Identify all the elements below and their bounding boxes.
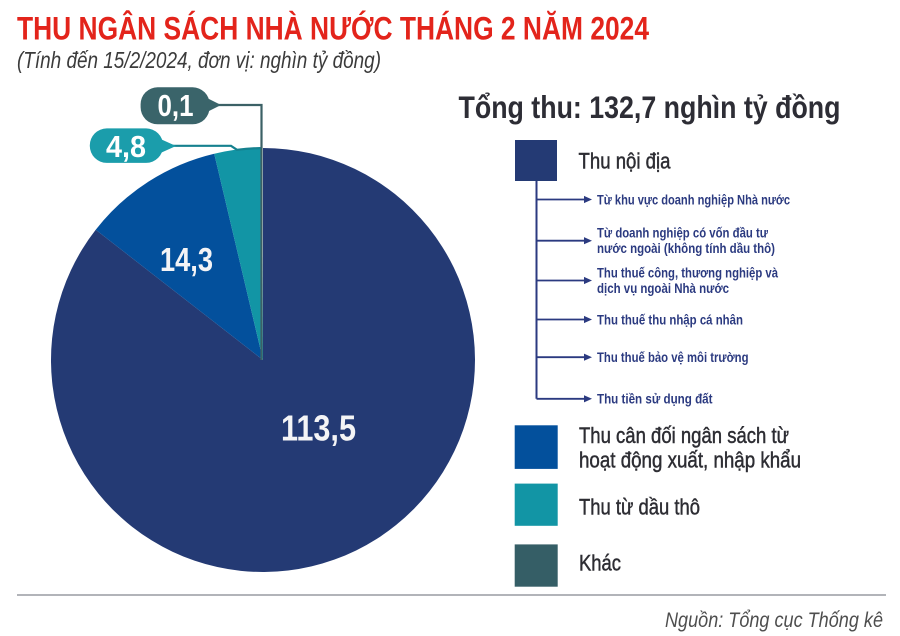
svg-text:Nguồn: Tổng cục Thống kê: Nguồn: Tổng cục Thống kê [665,608,883,632]
svg-text:Thu thuế bảo vệ môi trường: Thu thuế bảo vệ môi trường [597,350,749,366]
svg-text:Thu thuế thu nhập cá nhân: Thu thuế thu nhập cá nhân [597,312,743,328]
svg-text:Từ khu vực doanh nghiệp Nhà nư: Từ khu vực doanh nghiệp Nhà nước [597,192,790,208]
svg-text:14,3: 14,3 [160,241,213,278]
svg-text:4,8: 4,8 [106,129,146,164]
svg-text:Thu cân đối ngân sách từ: Thu cân đối ngân sách từ [579,423,789,448]
svg-text:dịch vụ ngoài Nhà nước: dịch vụ ngoài Nhà nước [597,281,729,297]
svg-text:Thu nội địa: Thu nội địa [579,149,672,174]
svg-text:THU NGÂN SÁCH NHÀ NƯỚC THÁNG 2: THU NGÂN SÁCH NHÀ NƯỚC THÁNG 2 NĂM 2024 [17,10,649,47]
svg-text:113,5: 113,5 [281,408,356,449]
svg-text:Từ doanh nghiệp có vốn đầu tư: Từ doanh nghiệp có vốn đầu tư [597,226,769,242]
svg-text:Thu thuế công, thương nghiệp v: Thu thuế công, thương nghiệp và [597,266,778,282]
svg-text:(Tính đến 15/2/2024, đơn vị: n: (Tính đến 15/2/2024, đơn vị: nghìn tỷ đồ… [17,47,381,73]
svg-text:nước ngoài (không tính dầu thô: nước ngoài (không tính dầu thô) [597,241,775,257]
svg-text:0,1: 0,1 [158,88,194,123]
svg-text:hoạt động xuất, nhập khẩu: hoạt động xuất, nhập khẩu [579,448,801,473]
svg-text:Khác: Khác [579,551,621,576]
svg-text:Thu tiền sử dụng đất: Thu tiền sử dụng đất [597,392,713,408]
svg-text:Tổng thu: 132,7 nghìn tỷ đồng: Tổng thu: 132,7 nghìn tỷ đồng [459,89,841,125]
svg-text:Thu từ dầu thô: Thu từ dầu thô [579,495,700,520]
